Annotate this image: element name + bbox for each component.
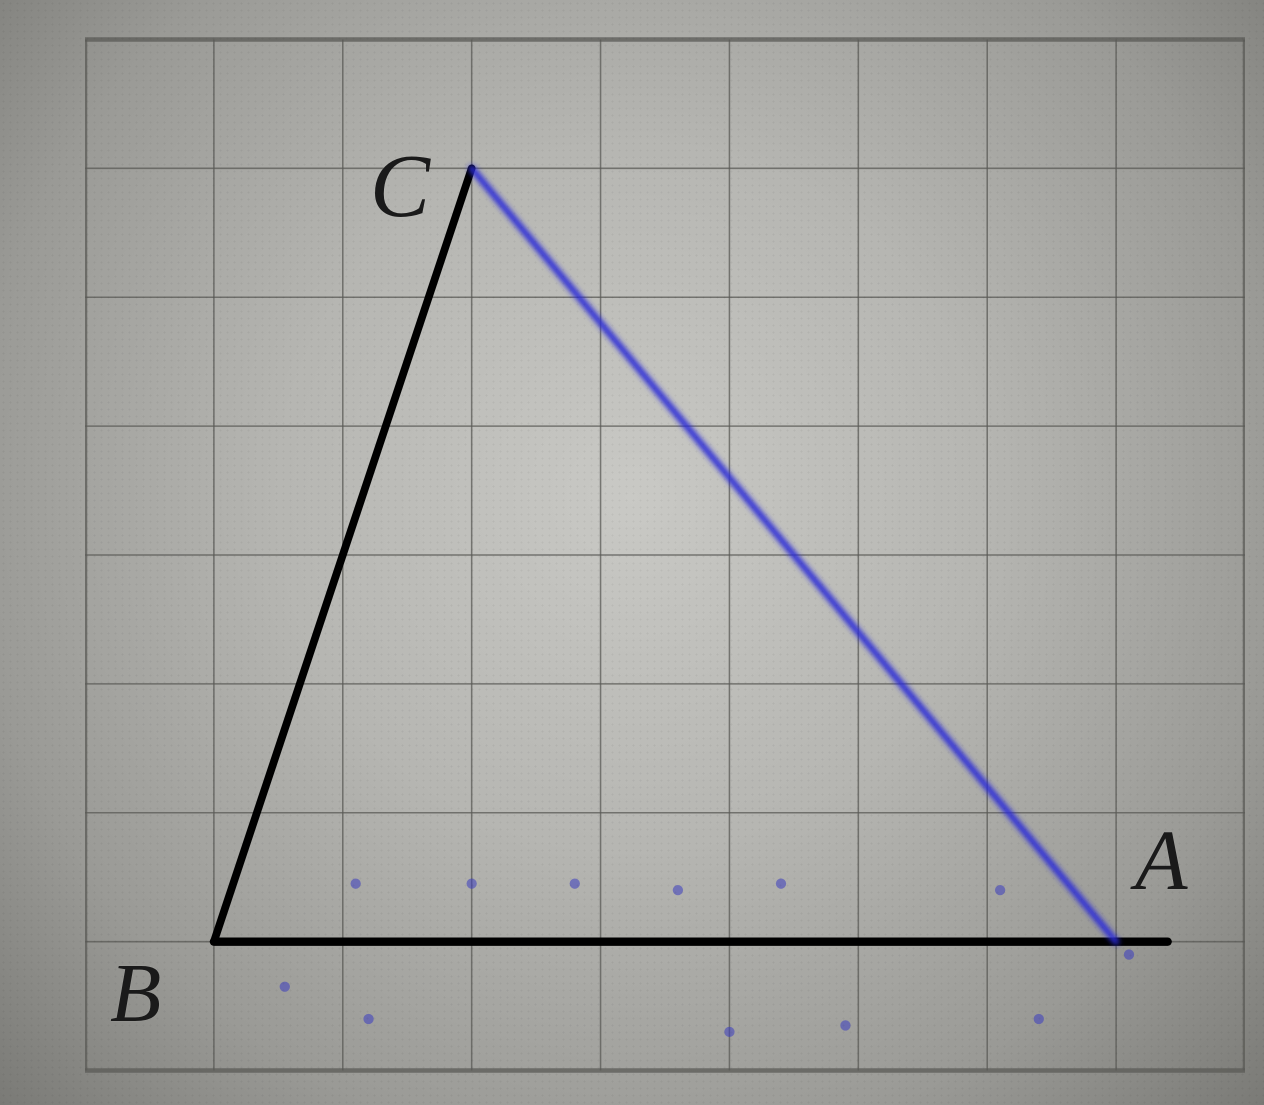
- page-background: B C A: [0, 0, 1264, 1105]
- label-A: A: [1135, 810, 1188, 910]
- geometry-diagram: [85, 25, 1245, 1085]
- grid: [85, 39, 1245, 1070]
- label-B: B: [110, 945, 161, 1042]
- ink-dots: [280, 879, 1135, 1038]
- label-C: C: [370, 135, 430, 238]
